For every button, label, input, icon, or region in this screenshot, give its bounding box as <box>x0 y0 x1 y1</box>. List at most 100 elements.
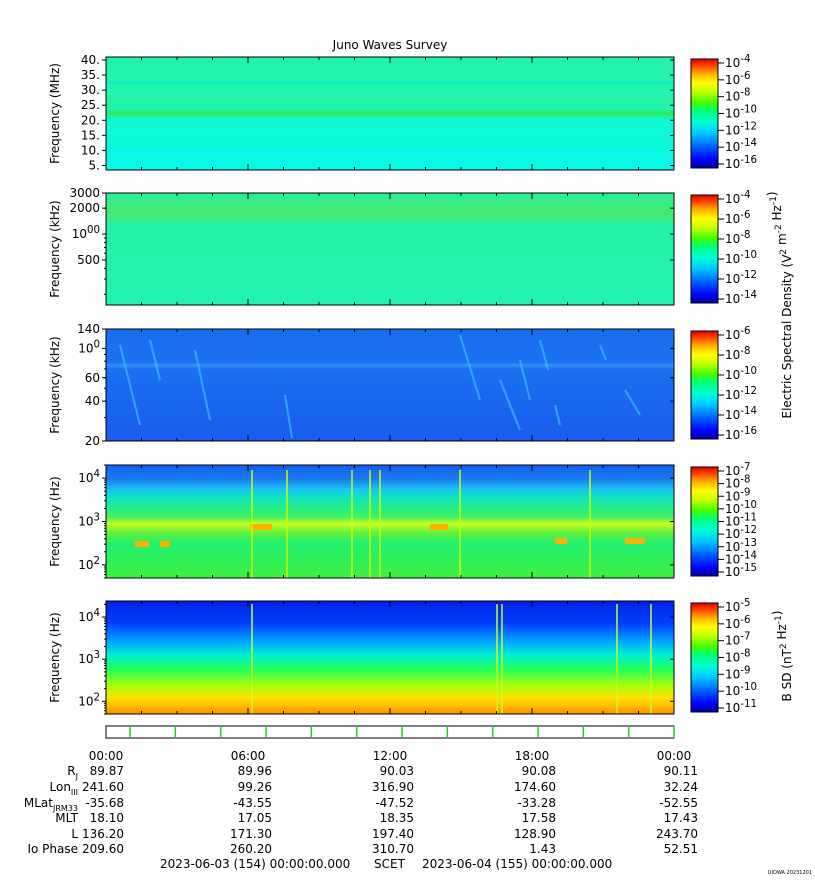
colorbar-tick-label: 10-10 <box>725 500 757 516</box>
ephemeris-value: -43.55 <box>233 796 272 810</box>
colorbar-tick-label: 10-12 <box>725 386 757 402</box>
y-tick-label: 20. <box>81 113 100 127</box>
colorbar-tick-label: 10-11 <box>725 513 757 529</box>
ephemeris-value: 17.43 <box>664 811 698 825</box>
time-bar-marks <box>129 726 675 738</box>
time-label: 18:00 <box>515 749 550 763</box>
ephemeris-value: 128.90 <box>514 827 556 841</box>
y-tick-label: 103 <box>78 650 100 666</box>
y-tick-label: 15. <box>81 128 100 142</box>
ephemeris-value: 17.05 <box>238 811 272 825</box>
date-end: 2023-06-04 (155) 00:00:00.000 <box>422 857 612 871</box>
spectrogram-image <box>106 329 674 441</box>
ephemeris-row-label: RJ <box>67 764 78 781</box>
burst-streak <box>599 344 607 361</box>
y-tick-label: 104 <box>78 608 100 624</box>
burst-streak <box>519 359 531 401</box>
colorbar-tick-label: 10-14 <box>725 138 757 154</box>
spectrogram-image <box>106 465 674 578</box>
colorbar-tick-label: 10-10 <box>725 105 757 121</box>
burst-streak <box>499 379 521 431</box>
date-start: 2023-06-03 (154) 00:00:00.000 <box>160 857 350 871</box>
emission-band <box>106 81 674 84</box>
y-tick-label: 40. <box>81 53 100 67</box>
colorbar-tick-label: 10-12 <box>725 270 757 286</box>
scet-label: SCET <box>374 857 406 871</box>
burst-streak <box>149 339 161 381</box>
y-tick-label: 25. <box>81 98 100 112</box>
colorbar-tick-label: 10-8 <box>725 346 750 362</box>
ephemeris-value: 316.90 <box>372 780 414 794</box>
y-tick-label: 102 <box>78 556 100 572</box>
y-tick-label: 104 <box>78 469 100 485</box>
ephemeris-value: 99.26 <box>238 780 272 794</box>
spectrogram-image <box>106 57 674 170</box>
emission-blob <box>555 538 567 544</box>
spectrogram-panel: 102 103 104 Frequency (Hz) 10-710-810-910-10… <box>48 462 757 579</box>
colorbar-tick-label: 10-11 <box>725 699 757 715</box>
colorbar-tick-label: 10-7 <box>725 632 750 648</box>
y-tick-label: 100 <box>78 339 100 355</box>
spectrogram-panel: 5.10.15.20.25.30.35.40. Frequency (MHz) 10… <box>48 53 757 172</box>
colorbar-gradient <box>690 602 719 713</box>
y-tick-label: 102 <box>78 692 100 708</box>
footer-tag: UIOWA 20231201 <box>768 870 812 876</box>
plot-title: Juno Waves Survey <box>332 38 448 52</box>
ephemeris-row-label: L <box>71 827 78 841</box>
colorbar-tick-label: 10-10 <box>725 366 757 382</box>
y-axis-label: Frequency (Hz) <box>48 476 62 567</box>
ephemeris-value: 18.10 <box>90 811 124 825</box>
time-label: 12:00 <box>373 749 408 763</box>
y-axis-label: Frequency (MHz) <box>48 63 62 164</box>
colorbar-tick-label: 10-8 <box>725 475 750 491</box>
y-tick-label: 20 <box>85 434 100 448</box>
colorbar-tick-label: 10-16 <box>725 426 757 442</box>
burst-streak <box>119 344 141 426</box>
time-label: 00:00 <box>89 749 124 763</box>
ephemeris-value: 209.60 <box>82 842 124 856</box>
colorbar-gradient <box>690 466 719 577</box>
emission-blob <box>160 541 170 547</box>
ephemeris-value: 32.24 <box>664 780 698 794</box>
emission-band <box>106 151 674 154</box>
colorbar-tick-label: 10-6 <box>725 71 750 87</box>
colorbar-tick-label: 10-6 <box>725 326 750 342</box>
colorbar-tick-label: 10-4 <box>725 190 750 206</box>
colorbar-tick-label: 10-14 <box>725 290 757 306</box>
ephemeris-value: 89.96 <box>238 764 272 778</box>
ephemeris-value: -52.55 <box>659 796 698 810</box>
colorbar-gradient <box>690 330 719 440</box>
ephemeris-value: 243.70 <box>656 827 698 841</box>
colorbar-gradient <box>690 58 719 169</box>
ephemeris-value: -47.52 <box>375 796 414 810</box>
colorbar: 10-4 10-6 10-8 10-10 10-12 10-14 <box>690 190 757 306</box>
ephemeris-value: 197.40 <box>372 827 414 841</box>
ephemeris-value: -35.68 <box>85 796 124 810</box>
emission-blob <box>250 524 272 530</box>
colorbar-tick-label: 10-13 <box>725 538 757 554</box>
spectrogram-panel: 20 40 60 100 140 Frequency (kHz) 10-6 10-8 10-10… <box>48 322 757 448</box>
ephemeris-value: 90.03 <box>380 764 414 778</box>
emission-blob <box>625 538 645 544</box>
burst-streak <box>554 404 561 426</box>
colorbar-tick-label: 10-6 <box>725 210 750 226</box>
ephemeris-value: 171.30 <box>230 827 272 841</box>
y-tick-label: 3000 <box>69 186 100 200</box>
ephemeris-block: 00:00 06:00 12:00 18:00 00:00 RJ 89.87 89.96 90.… <box>24 725 698 871</box>
colorbar-tick-label: 10-5 <box>725 598 750 614</box>
time-label: 00:00 <box>657 749 692 763</box>
spectrogram-image <box>106 193 674 305</box>
ephemeris-value: -33.28 <box>517 796 556 810</box>
colorbar-gradient <box>690 194 719 304</box>
colorbar-tick-label: 10-9 <box>725 487 750 503</box>
ephemeris-value: 136.20 <box>82 827 124 841</box>
emission-band <box>106 98 674 101</box>
burst-streak <box>194 349 211 421</box>
colorbar-tick-label: 10-10 <box>725 682 757 698</box>
ephemeris-value: 90.08 <box>522 764 556 778</box>
ephemeris-value: 90.11 <box>664 764 698 778</box>
